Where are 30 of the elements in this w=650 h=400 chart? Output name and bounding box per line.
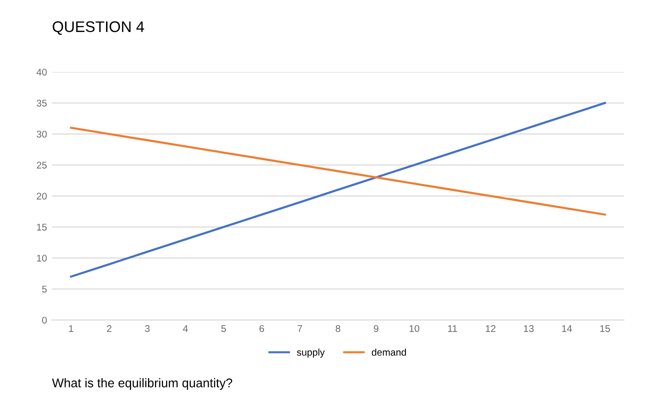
x-tick-label: 7 bbox=[298, 325, 302, 332]
x-tick-label: 14 bbox=[562, 325, 572, 332]
x-tick-label: 2 bbox=[106, 325, 112, 332]
x-tick-label: 1 bbox=[69, 325, 74, 332]
legend-label: supply bbox=[296, 348, 325, 358]
x-tick-label: 13 bbox=[524, 325, 534, 332]
x-tick-label: 6 bbox=[260, 325, 264, 332]
chart-title: QUESTION 4 bbox=[52, 21, 144, 35]
x-tick-label: 12 bbox=[486, 325, 496, 332]
y-tick-label: 0 bbox=[42, 316, 47, 324]
line-series bbox=[70, 126, 606, 216]
x-tick-label: 5 bbox=[221, 325, 226, 332]
line-series bbox=[70, 102, 606, 278]
y-tick-label: 35 bbox=[36, 100, 47, 107]
y-tick-label: 30 bbox=[36, 130, 47, 138]
y-tick-label: 40 bbox=[36, 68, 47, 76]
x-tick-label: 10 bbox=[410, 325, 420, 332]
text: What is the equilibrium quantity? bbox=[52, 378, 232, 390]
x-tick-label: 8 bbox=[336, 325, 340, 332]
y-tick-label: 5 bbox=[42, 286, 47, 293]
x-tick-label: 15 bbox=[600, 325, 610, 332]
legend-label: demand bbox=[372, 348, 406, 356]
y-tick-label: 10 bbox=[37, 254, 47, 262]
y-tick-label: 25 bbox=[36, 162, 47, 169]
x-tick-label: 11 bbox=[448, 325, 457, 332]
y-tick-label: 15 bbox=[37, 224, 47, 231]
y-tick-label: 20 bbox=[36, 192, 47, 200]
x-tick-label: 3 bbox=[145, 325, 150, 332]
x-tick-label: 4 bbox=[182, 325, 188, 332]
x-tick-label: 9 bbox=[374, 325, 378, 332]
